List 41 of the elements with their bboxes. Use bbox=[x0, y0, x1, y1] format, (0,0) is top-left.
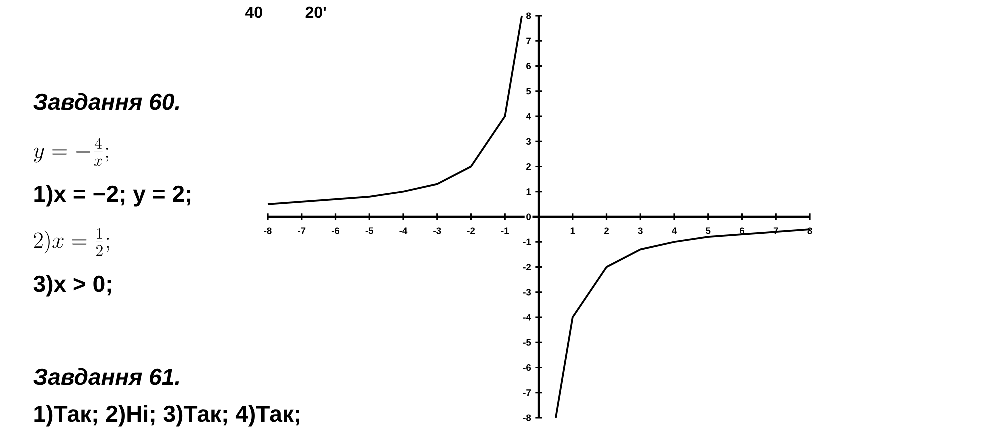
x-tick-label: 6 bbox=[740, 228, 745, 234]
x-tick-label: 3 bbox=[638, 228, 643, 234]
text: 3)x > 0; bbox=[34, 275, 112, 297]
x-tick-label: -1 bbox=[501, 228, 510, 234]
y-tick-label: 3 bbox=[526, 138, 532, 145]
y-tick-label: -6 bbox=[523, 364, 532, 372]
y-tick-label: 0 bbox=[526, 214, 532, 220]
y-tick-label: 7 bbox=[526, 38, 531, 44]
text: $y=-\frac{4}{x};$ bbox=[34, 138, 108, 166]
x-tick-label: -6 bbox=[332, 228, 340, 234]
x-tick-label: 5 bbox=[706, 228, 711, 234]
text: 1)x = −2; y = 2; bbox=[34, 185, 191, 207]
y-tick-label: -3 bbox=[523, 289, 532, 296]
annotation: 1)Так; 2)Ні; 3)Так; 4)Так; bbox=[34, 405, 300, 427]
x-tick-label: 1 bbox=[570, 228, 576, 234]
y-tick-label: 8 bbox=[526, 12, 532, 20]
y-tick-label: 2 bbox=[526, 164, 532, 170]
y-tick-label: -7 bbox=[523, 390, 531, 396]
y-tick-label: -4 bbox=[523, 314, 532, 321]
x-tick-label: -8 bbox=[264, 228, 272, 234]
y-tick-label: 4 bbox=[526, 113, 532, 120]
line-series bbox=[555, 228, 811, 419]
text: 40 bbox=[246, 6, 262, 18]
x-tick-label: -5 bbox=[366, 228, 374, 234]
y-tick-label: 1 bbox=[526, 188, 532, 196]
text: $2)x=\frac{1}{2};$ bbox=[34, 228, 110, 256]
text: Завдання 60. bbox=[34, 93, 180, 110]
y-tick-label: -8 bbox=[523, 414, 532, 422]
text: Завдання 61. bbox=[34, 368, 180, 386]
y-tick-label: -2 bbox=[523, 264, 532, 271]
x-tick-label: -7 bbox=[298, 228, 306, 234]
x-tick-label: 2 bbox=[604, 228, 609, 234]
annotation: 20' bbox=[306, 6, 326, 18]
y-tick-label: -5 bbox=[523, 339, 532, 346]
y-tick-label: 5 bbox=[526, 88, 532, 95]
y-tick-label: -1 bbox=[523, 238, 532, 246]
x-tick-label: 4 bbox=[672, 228, 678, 234]
x-tick-label: -3 bbox=[434, 228, 442, 234]
y-tick-label: 6 bbox=[526, 62, 532, 70]
x-tick-label: -4 bbox=[400, 228, 408, 234]
x-tick-label: -2 bbox=[467, 228, 476, 234]
